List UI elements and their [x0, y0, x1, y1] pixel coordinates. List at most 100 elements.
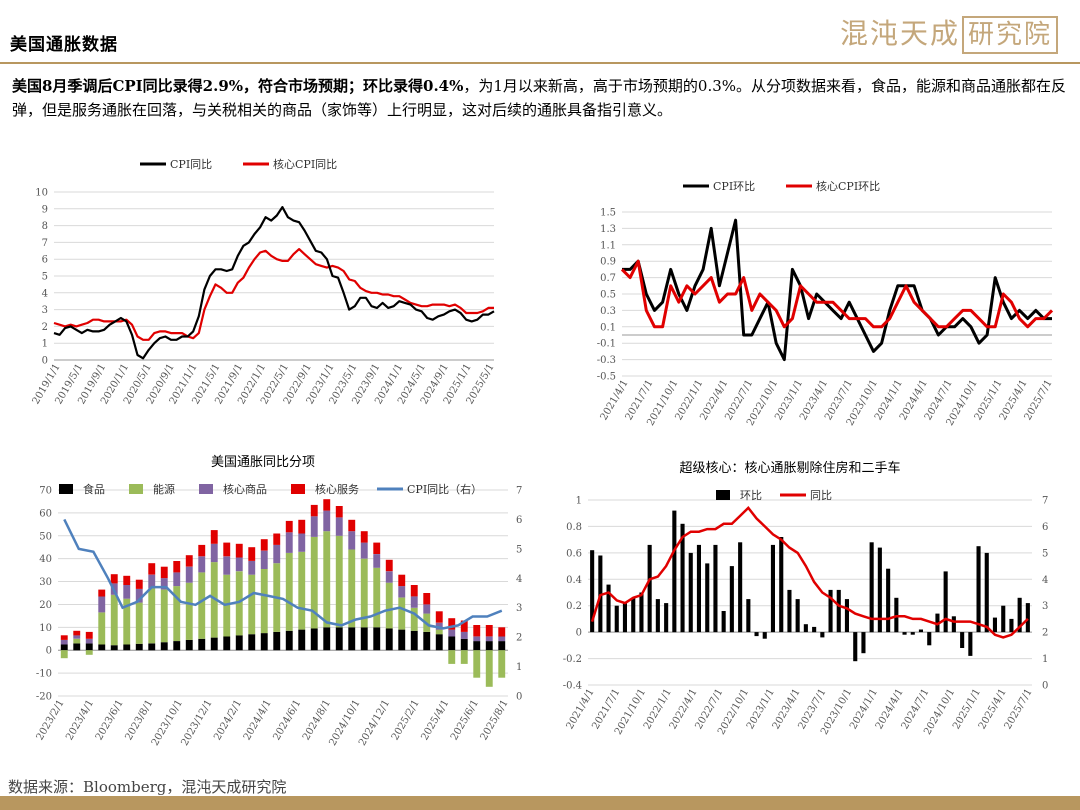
- legend-label: 核心CPI同比: [273, 157, 337, 171]
- bar-food: [85, 643, 93, 651]
- bar-energy: [160, 589, 168, 643]
- supercore-chart: 超级核心：核心通胀剔除住房和二手车 -0.4 -0.2 0 0.2 0.4 0.6 0.8 1 2…: [563, 460, 1049, 737]
- bar-core-goods: [298, 533, 306, 552]
- bar-food: [160, 642, 168, 651]
- bar-core-goods: [160, 578, 168, 590]
- cpi-mom-chart: -0.5-0.3-0.10.10.30.50.70.91.11.31.52021…: [597, 179, 1055, 428]
- y-tick-label: 0.9: [600, 257, 616, 268]
- bar-mom: [844, 599, 849, 633]
- bar-food: [360, 627, 368, 651]
- x-tick-label: 2024/4/1: [242, 698, 274, 742]
- footer-bar: [0, 796, 1080, 810]
- x-tick-label: 2025/8/1: [479, 698, 511, 742]
- legend-swatch: [59, 484, 73, 494]
- bar-core-goods: [385, 571, 393, 583]
- bar-food: [223, 636, 231, 651]
- bar-energy: [260, 569, 268, 634]
- bar-core-services: [398, 574, 406, 587]
- bar-mom: [820, 632, 825, 638]
- bar-core-services: [348, 519, 356, 532]
- bar-mom: [746, 599, 751, 633]
- bar-core-services: [385, 559, 393, 572]
- bar-food: [198, 638, 206, 651]
- bar-core-services: [423, 593, 431, 605]
- bar-food: [373, 627, 381, 651]
- bar-core-goods: [198, 556, 206, 573]
- y-tick-label: 1.1: [600, 240, 616, 251]
- bar-energy: [373, 567, 381, 628]
- bar-mom: [910, 632, 915, 635]
- y-tick-label: -0.4: [563, 681, 582, 692]
- y-tick-label: 70: [39, 486, 52, 497]
- bar-core-services: [160, 566, 168, 579]
- x-tick-label: 2023/6/1: [94, 698, 126, 742]
- bar-energy: [485, 650, 493, 687]
- legend-label: 能源: [153, 482, 175, 496]
- bar-core-goods: [448, 629, 456, 637]
- bar-mom: [861, 632, 866, 654]
- bar-food: [260, 633, 268, 651]
- logo-text: 混沌天成: [840, 17, 961, 50]
- y2-tick-label: 3: [516, 603, 522, 614]
- y2-tick-label: 4: [1042, 575, 1048, 586]
- legend-label: 环比: [740, 489, 762, 502]
- y2-tick-label: 1: [1042, 654, 1048, 665]
- bar-mom: [984, 552, 989, 633]
- bar-core-goods: [60, 639, 68, 645]
- bar-core-services: [410, 585, 418, 597]
- y-tick-label: 0.3: [600, 306, 616, 317]
- bar-core-services: [485, 625, 493, 637]
- bar-energy: [110, 594, 118, 646]
- x-tick-label: 2023/12/1: [179, 698, 214, 748]
- bar-food: [235, 635, 243, 651]
- bar-core-goods: [98, 596, 106, 613]
- y-tick-label: 9: [42, 204, 48, 215]
- bar-core-goods: [323, 510, 331, 532]
- series-line-cpi-mom: [622, 218, 1052, 362]
- y-tick-label: 1.5: [600, 208, 616, 219]
- bar-food: [448, 636, 456, 651]
- x-tick-label: 2023/4/1: [64, 698, 96, 742]
- bar-mom: [770, 544, 775, 633]
- bar-core-services: [285, 520, 293, 533]
- bar-food: [348, 627, 356, 651]
- y-tick-label: -10: [36, 669, 52, 680]
- bar-energy: [148, 588, 156, 644]
- bar-core-goods: [398, 586, 406, 598]
- bar-core-goods: [285, 532, 293, 553]
- bar-mom: [779, 537, 784, 633]
- bar-core-services: [260, 539, 268, 551]
- bar-energy: [298, 551, 306, 630]
- summary-rest: ，为1月以来新高，高于市场预期的0.3%。从分项数据来看，食品，能源和商品通胀都…: [12, 77, 1067, 119]
- cpi-components-chart: 美国通胀同比分项-20-100102030405060702023/2/1202…: [35, 455, 523, 748]
- y2-tick-label: 3: [1042, 601, 1048, 612]
- bar-mom: [721, 611, 726, 633]
- y-tick-label: -0.2: [563, 654, 582, 665]
- bar-energy: [235, 571, 243, 636]
- bar-core-services: [435, 611, 443, 623]
- bar-food: [123, 644, 131, 651]
- bar-core-services: [185, 555, 193, 567]
- bar-core-goods: [248, 561, 256, 575]
- y-tick-label: 6: [42, 255, 48, 266]
- bar-core-goods: [348, 531, 356, 550]
- bar-energy: [435, 629, 443, 635]
- bar-core-services: [173, 561, 181, 573]
- bar-core-services: [323, 499, 331, 511]
- bar-mom: [639, 592, 644, 633]
- bar-mom: [886, 568, 891, 633]
- bar-energy: [173, 586, 181, 641]
- bar-mom: [869, 542, 874, 633]
- series-line-cpi-yoy-right: [63, 518, 503, 630]
- bar-core-services: [335, 506, 343, 518]
- bar-mom: [812, 626, 817, 633]
- bar-core-services: [298, 519, 306, 534]
- legend-swatch: [129, 484, 143, 494]
- bar-core-services: [273, 533, 281, 545]
- page-title: 美国通胀数据: [10, 35, 118, 55]
- bar-energy: [323, 531, 331, 628]
- bar-core-services: [210, 530, 218, 544]
- bar-food: [410, 630, 418, 651]
- legend-label: CPI环比: [713, 180, 755, 193]
- bar-food: [335, 627, 343, 651]
